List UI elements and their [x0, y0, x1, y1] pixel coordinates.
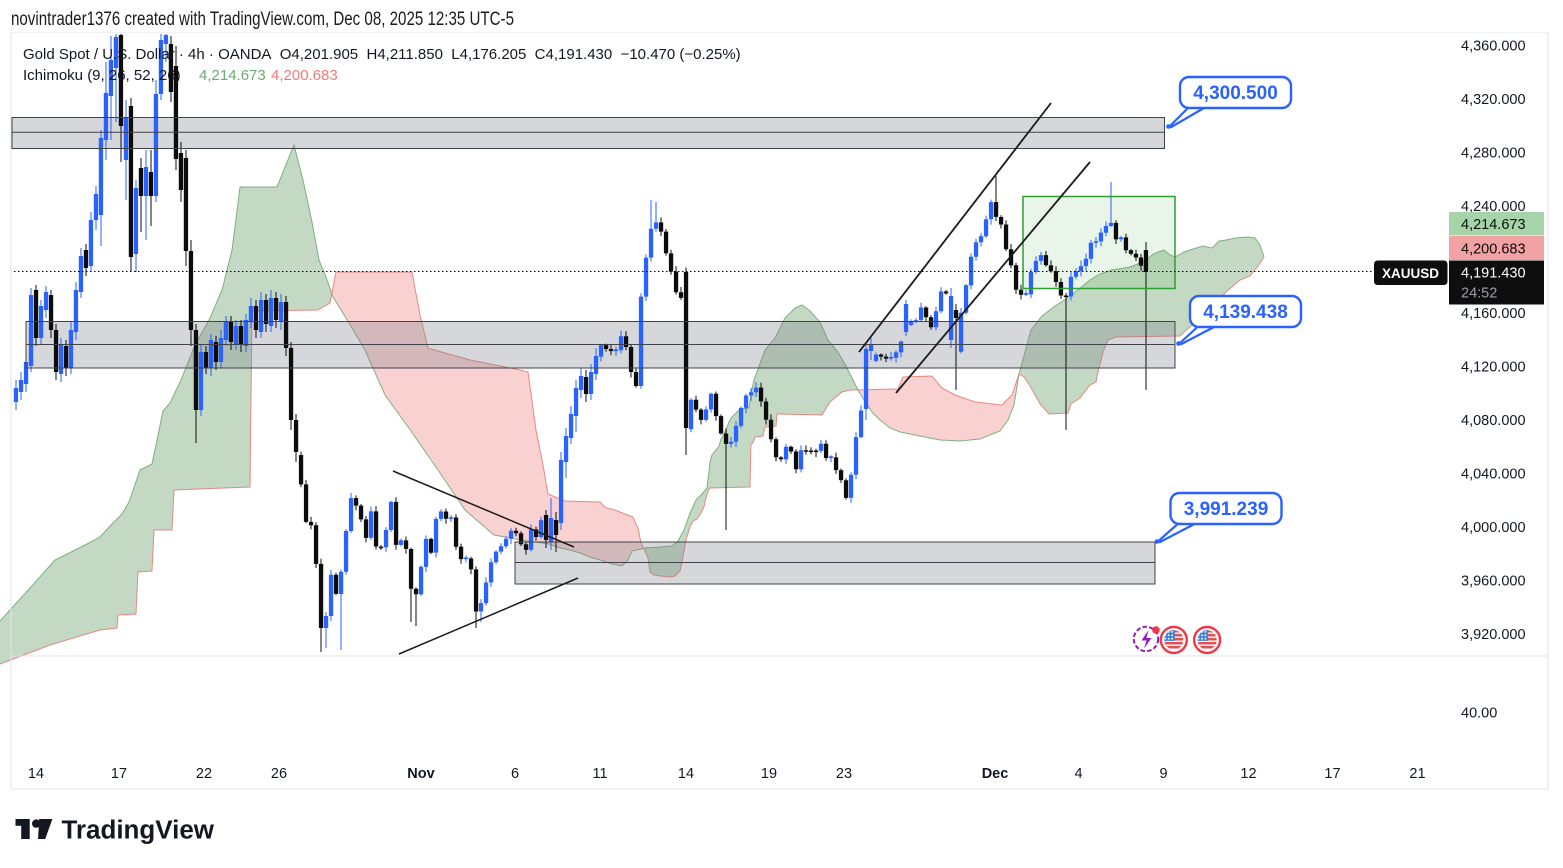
svg-text:6: 6 — [511, 766, 519, 782]
svg-text:4,200.683: 4,200.683 — [271, 67, 338, 84]
svg-text:14: 14 — [28, 766, 44, 782]
svg-text:9: 9 — [1159, 766, 1167, 782]
svg-text:26: 26 — [271, 766, 287, 782]
svg-text:Dec: Dec — [982, 766, 1009, 782]
svg-text:4: 4 — [1074, 766, 1082, 782]
svg-text:4,040.000: 4,040.000 — [1461, 467, 1526, 483]
svg-text:4,320.000: 4,320.000 — [1461, 92, 1526, 108]
svg-text:Nov: Nov — [407, 766, 434, 782]
svg-text:Ichimoku (9, 26, 52, 26): Ichimoku (9, 26, 52, 26) — [23, 67, 181, 84]
svg-text:4,120.000: 4,120.000 — [1461, 360, 1526, 376]
svg-text:24:52: 24:52 — [1461, 286, 1497, 302]
svg-text:3,991.239: 3,991.239 — [1184, 499, 1269, 520]
svg-text:3,920.000: 3,920.000 — [1461, 627, 1526, 643]
svg-text:4,300.500: 4,300.500 — [1193, 83, 1278, 104]
svg-text:4,214.673: 4,214.673 — [199, 67, 266, 84]
svg-text:11: 11 — [592, 766, 607, 782]
svg-text:17: 17 — [111, 766, 127, 782]
svg-text:40.00: 40.00 — [1461, 706, 1497, 722]
svg-text:XAUUSD: XAUUSD — [1382, 266, 1439, 281]
svg-text:23: 23 — [836, 766, 852, 782]
svg-text:12: 12 — [1240, 766, 1256, 782]
svg-text:4,360.000: 4,360.000 — [1461, 39, 1526, 55]
svg-text:14: 14 — [678, 766, 694, 782]
svg-text:22: 22 — [196, 766, 212, 782]
svg-text:4,000.000: 4,000.000 — [1461, 520, 1526, 536]
svg-text:4,280.000: 4,280.000 — [1461, 146, 1526, 162]
svg-text:4,139.438: 4,139.438 — [1203, 302, 1288, 323]
svg-text:17: 17 — [1324, 766, 1340, 782]
svg-text:3,960.000: 3,960.000 — [1461, 574, 1526, 590]
svg-text:4,191.430: 4,191.430 — [1461, 266, 1526, 282]
svg-text:TradingView: TradingView — [62, 817, 215, 845]
svg-text:Gold Spot / U.S. Dollar · 4h ·: Gold Spot / U.S. Dollar · 4h · OANDA O4,… — [23, 46, 741, 63]
svg-text:4,200.683: 4,200.683 — [1461, 242, 1526, 258]
svg-text:4,240.000: 4,240.000 — [1461, 199, 1526, 215]
svg-text:novintrader1376 created with T: novintrader1376 created with TradingView… — [11, 9, 514, 30]
svg-text:4,080.000: 4,080.000 — [1461, 413, 1526, 429]
svg-text:4,160.000: 4,160.000 — [1461, 306, 1526, 322]
svg-text:19: 19 — [761, 766, 777, 782]
svg-text:21: 21 — [1409, 766, 1425, 782]
svg-text:4,214.673: 4,214.673 — [1461, 217, 1526, 233]
